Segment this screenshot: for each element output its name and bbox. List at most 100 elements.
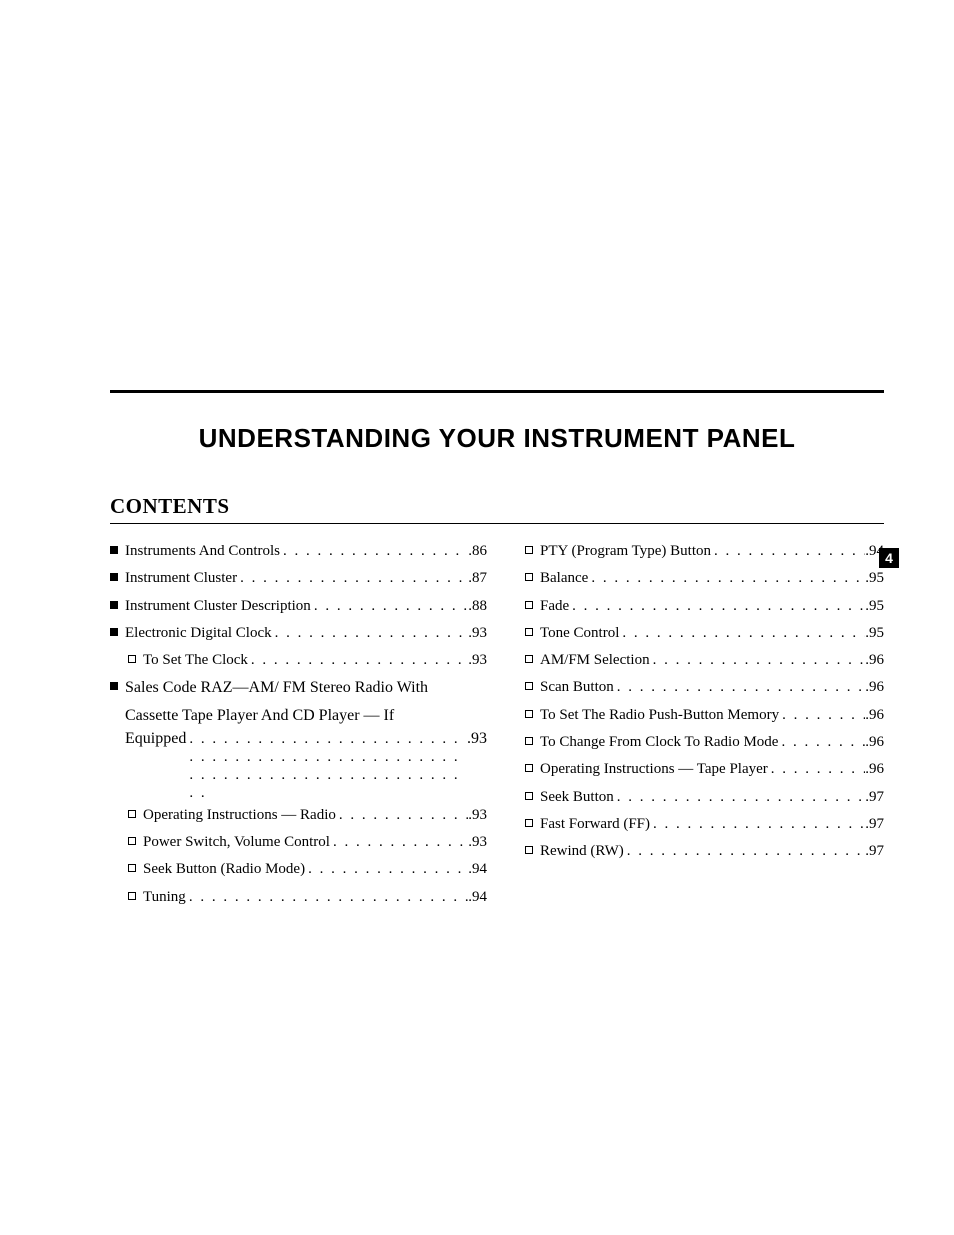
contents-rule xyxy=(110,523,884,524)
leader-dots xyxy=(186,730,467,802)
toc-page-number: .93 xyxy=(468,620,487,647)
leader-dots xyxy=(280,538,468,565)
toc-page-number: .96 xyxy=(865,729,884,756)
toc-entry-label: Scan Button xyxy=(540,674,614,701)
toc-page-number: .97 xyxy=(865,838,884,865)
hollow-square-bullet-icon xyxy=(128,864,136,872)
toc-page-number: .93 xyxy=(468,829,487,856)
leader-dots xyxy=(778,729,865,756)
toc-subentry: PTY (Program Type) Button.94 xyxy=(507,538,884,565)
toc-subentry: Rewind (RW) .97 xyxy=(507,838,884,865)
toc-subentry: Scan Button .96 xyxy=(507,674,884,701)
toc-entry-label: Tone Control xyxy=(540,620,619,647)
toc-entry-label: AM/FM Selection xyxy=(540,647,650,674)
toc-entry-label: Operating Instructions — Radio xyxy=(143,802,336,829)
toc-page-number: .96 xyxy=(865,702,884,729)
hollow-square-bullet-icon xyxy=(525,792,533,800)
leader-dots xyxy=(305,856,468,883)
leader-dots xyxy=(711,538,865,565)
toc-right-column: PTY (Program Type) Button.94Balance.95Fa… xyxy=(507,538,884,911)
toc-page-number: .93 xyxy=(468,647,487,674)
toc-entry-label: Rewind (RW) xyxy=(540,838,624,865)
square-bullet-icon xyxy=(110,628,118,636)
toc-page-number: .87 xyxy=(468,565,487,592)
toc-entry-label: To Change From Clock To Radio Mode xyxy=(540,729,778,756)
toc-page-number: .96 xyxy=(865,756,884,783)
leader-dots xyxy=(237,565,468,592)
toc-page-number: .95 xyxy=(865,593,884,620)
toc-subentry: Operating Instructions — Radio .93 xyxy=(110,802,487,829)
leader-dots xyxy=(588,565,865,592)
hollow-square-bullet-icon xyxy=(525,682,533,690)
hollow-square-bullet-icon xyxy=(525,710,533,718)
toc-page-number: .97 xyxy=(865,784,884,811)
toc-entry: Instrument Cluster Description .88 xyxy=(110,593,487,620)
toc-subentry: To Set The Radio Push-Button Memory .96 xyxy=(507,702,884,729)
hollow-square-bullet-icon xyxy=(525,819,533,827)
toc-entry-label: Instruments And Controls xyxy=(125,538,280,565)
toc-entry-label: Instrument Cluster Description xyxy=(125,593,311,620)
toc-subentry: Seek Button (Radio Mode).94 xyxy=(110,856,487,883)
toc-entry-label: To Set The Radio Push-Button Memory xyxy=(540,702,779,729)
toc-page-number: .96 xyxy=(865,647,884,674)
toc-left-column: Instruments And Controls.86Instrument Cl… xyxy=(110,538,487,911)
toc-page-number: .97 xyxy=(865,811,884,838)
toc-page-number: .96 xyxy=(865,674,884,701)
toc-page-number: .95 xyxy=(865,620,884,647)
toc-page-number: .86 xyxy=(468,538,487,565)
toc-subentry: Tone Control .95 xyxy=(507,620,884,647)
hollow-square-bullet-icon xyxy=(525,737,533,745)
toc-entry: Electronic Digital Clock .93 xyxy=(110,620,487,647)
toc-subentry: Balance.95 xyxy=(507,565,884,592)
toc-subentry: To Change From Clock To Radio Mode .96 xyxy=(507,729,884,756)
toc-subentry: Fade .95 xyxy=(507,593,884,620)
leader-dots xyxy=(248,647,468,674)
toc-subentry: Fast Forward (FF) .97 xyxy=(507,811,884,838)
toc-entry-label: Sales Code RAZ—AM/ FM Stereo Radio With xyxy=(125,674,487,702)
toc-subentry: Tuning .94 xyxy=(110,884,487,911)
document-page: UNDERSTANDING YOUR INSTRUMENT PANEL CONT… xyxy=(0,0,954,1235)
toc-entry-label: Cassette Tape Player And CD Player — If xyxy=(125,702,487,730)
hollow-square-bullet-icon xyxy=(525,628,533,636)
leader-dots xyxy=(624,838,866,865)
toc-page-number: .94 xyxy=(468,884,487,911)
leader-dots xyxy=(614,784,866,811)
hollow-square-bullet-icon xyxy=(128,810,136,818)
toc-subentry: AM/FM Selection .96 xyxy=(507,647,884,674)
toc-entry-label: Fade xyxy=(540,593,569,620)
toc-page-number: .93 xyxy=(468,802,487,829)
toc-entry-body: Sales Code RAZ—AM/ FM Stereo Radio WithC… xyxy=(125,674,487,801)
leader-dots xyxy=(330,829,468,856)
toc-subentry: Power Switch, Volume Control .93 xyxy=(110,829,487,856)
square-bullet-icon xyxy=(110,546,118,554)
toc-entry-label: PTY (Program Type) Button xyxy=(540,538,711,565)
toc-entry-label: Seek Button (Radio Mode) xyxy=(143,856,305,883)
hollow-square-bullet-icon xyxy=(128,892,136,900)
toc-entry-label: Seek Button xyxy=(540,784,614,811)
toc-subentry: To Set The Clock .93 xyxy=(110,647,487,674)
toc-entry: Sales Code RAZ—AM/ FM Stereo Radio WithC… xyxy=(110,674,487,801)
toc-entry: Instruments And Controls .86 xyxy=(110,538,487,565)
page-title: UNDERSTANDING YOUR INSTRUMENT PANEL xyxy=(110,423,884,454)
toc-page-number: .95 xyxy=(865,565,884,592)
square-bullet-icon xyxy=(110,601,118,609)
toc-entry-label: Electronic Digital Clock xyxy=(125,620,272,647)
toc-page-number: .93 xyxy=(467,730,487,748)
toc-entry-label: Tuning xyxy=(143,884,186,911)
leader-dots xyxy=(619,620,865,647)
section-tab: 4 xyxy=(879,548,899,568)
toc-subentry: Seek Button .97 xyxy=(507,784,884,811)
leader-dots xyxy=(311,593,468,620)
toc-entry-label: Power Switch, Volume Control xyxy=(143,829,330,856)
toc-entry-label: To Set The Clock xyxy=(143,647,248,674)
toc-entry-lastline: Equipped.93 xyxy=(125,730,487,802)
toc-columns: Instruments And Controls.86Instrument Cl… xyxy=(110,538,884,911)
toc-page-number: .88 xyxy=(468,593,487,620)
leader-dots xyxy=(614,674,866,701)
square-bullet-icon xyxy=(110,682,118,690)
toc-entry-label: Fast Forward (FF) xyxy=(540,811,650,838)
contents-heading: CONTENTS xyxy=(110,494,884,519)
toc-entry: Instrument Cluster.87 xyxy=(110,565,487,592)
square-bullet-icon xyxy=(110,573,118,581)
hollow-square-bullet-icon xyxy=(525,573,533,581)
